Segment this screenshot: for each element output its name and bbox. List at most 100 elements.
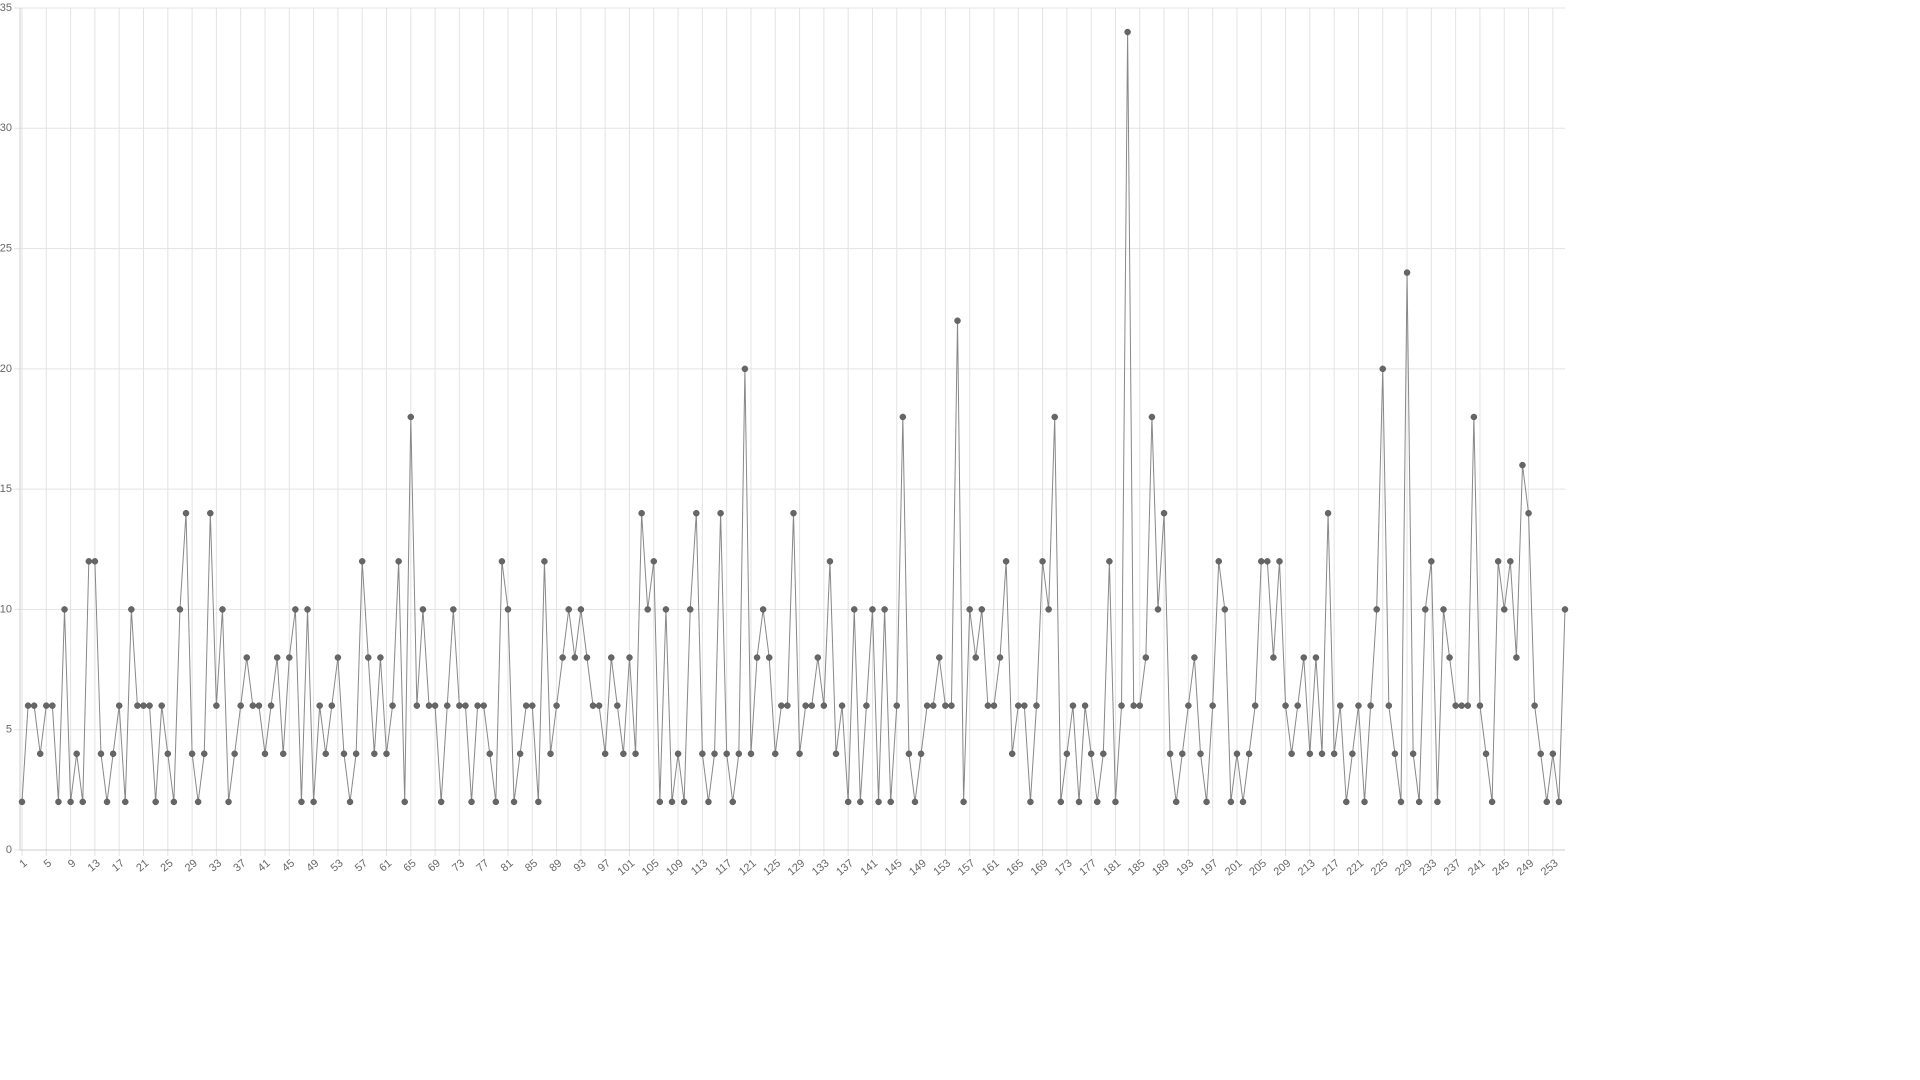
point [638, 509, 645, 517]
point [1069, 702, 1077, 709]
x-tick-label: 229 [1393, 857, 1415, 878]
point [589, 702, 597, 709]
point [1367, 702, 1374, 709]
point [1300, 654, 1308, 661]
x-tick-label: 149 [907, 857, 929, 878]
x-tick-label: 9 [66, 857, 78, 870]
point [668, 798, 676, 806]
point [322, 750, 329, 758]
point [1422, 606, 1429, 613]
point [219, 606, 226, 613]
point [1081, 702, 1089, 709]
point [389, 702, 396, 709]
point [936, 654, 943, 661]
x-tick-label: 145 [883, 857, 905, 878]
point [905, 750, 913, 758]
point [237, 702, 244, 709]
x-tick-label: 21 [134, 857, 151, 874]
x-tick-label: 245 [1490, 857, 1512, 878]
point [152, 798, 159, 806]
point [948, 702, 955, 709]
x-tick-label: 161 [980, 857, 1002, 878]
x-tick-label: 133 [810, 857, 832, 878]
x-tick-label: 125 [761, 857, 783, 878]
point [255, 702, 263, 709]
point [875, 798, 882, 806]
point [115, 702, 123, 709]
x-tick-label: 97 [596, 857, 613, 874]
point [1136, 702, 1144, 709]
point [972, 654, 979, 661]
point [352, 750, 360, 758]
point [73, 750, 80, 758]
point [462, 702, 469, 709]
x-tick-label: 53 [329, 857, 346, 874]
point [984, 702, 992, 709]
x-tick-label: 221 [1344, 857, 1366, 878]
y-tick-label: 15 [0, 483, 12, 495]
point [601, 750, 609, 758]
point [1112, 798, 1119, 806]
point [443, 702, 451, 709]
point [729, 798, 737, 806]
point [1294, 702, 1301, 709]
point [1033, 702, 1040, 709]
point [547, 750, 554, 758]
point [705, 798, 712, 806]
point [917, 750, 925, 758]
point [310, 798, 317, 806]
point [735, 750, 743, 758]
x-tick-label: 153 [931, 857, 953, 878]
x-tick-label: 253 [1539, 857, 1561, 878]
point [67, 798, 74, 806]
point [194, 798, 202, 806]
point [1148, 413, 1156, 421]
x-tick-label: 173 [1053, 857, 1075, 878]
point [279, 750, 287, 758]
point [1306, 750, 1314, 758]
point [595, 702, 603, 709]
y-tick-label: 0 [6, 844, 12, 856]
point [929, 702, 937, 709]
point [1397, 798, 1405, 806]
point [680, 798, 688, 806]
x-tick-label: 77 [474, 857, 491, 874]
x-tick-label: 141 [858, 857, 880, 878]
point [365, 654, 372, 661]
x-tick-label: 201 [1223, 857, 1245, 878]
point [1021, 702, 1028, 709]
point [832, 750, 840, 758]
point [1063, 750, 1071, 758]
point [395, 558, 402, 565]
point [893, 702, 901, 709]
point [1039, 558, 1046, 565]
point [504, 606, 512, 613]
x-tick-label: 117 [713, 857, 734, 877]
point [292, 606, 299, 613]
point [377, 654, 384, 661]
point [1288, 750, 1295, 758]
point [371, 750, 378, 758]
point [1513, 654, 1520, 661]
point [1494, 558, 1502, 565]
x-tick-label: 73 [450, 857, 467, 874]
point [328, 702, 336, 709]
x-tick-label: 1 [17, 857, 29, 870]
point [1002, 558, 1010, 565]
point [1160, 509, 1168, 517]
point [802, 702, 809, 709]
point [1385, 702, 1393, 709]
point [456, 702, 463, 709]
point [1549, 750, 1557, 758]
point [960, 798, 967, 806]
x-tick-label: 33 [207, 857, 224, 874]
point [942, 702, 949, 709]
x-tick-label: 109 [664, 857, 686, 878]
x-tick-label: 49 [304, 857, 321, 874]
point [1142, 654, 1150, 661]
point [1519, 461, 1526, 469]
point [1525, 509, 1532, 517]
point [826, 558, 834, 565]
point [559, 654, 566, 661]
point [535, 798, 542, 806]
